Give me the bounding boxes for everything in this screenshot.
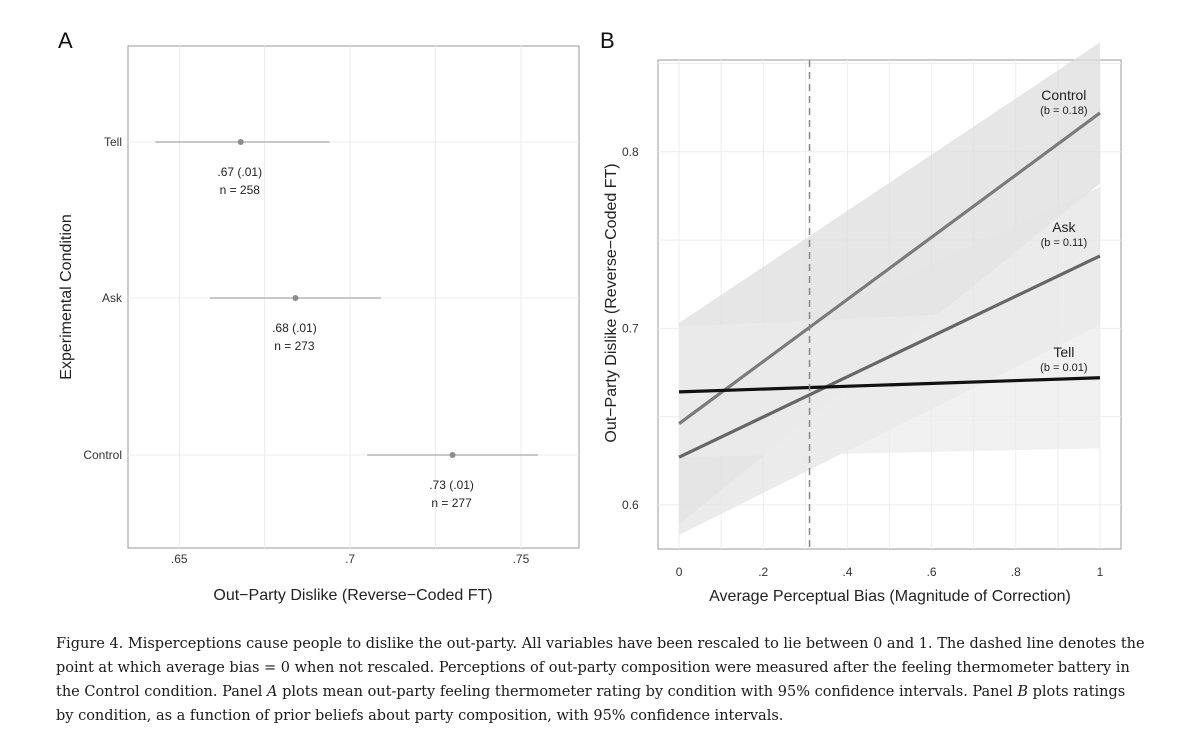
- panel-b-series-label: Tell: [1053, 344, 1074, 360]
- panel-a-x-tick-label: .65: [171, 552, 188, 566]
- panel-b-y-tick-label: 0.6: [622, 498, 639, 512]
- panel-a-y-tick-label: Tell: [104, 135, 122, 149]
- panel-b-x-tick-label: .2: [758, 565, 768, 579]
- panel-a-data-label: .67 (.01): [217, 165, 262, 179]
- panel-a-marks: .67 (.01) n = 258 .68 (.01) n = 273 .73 (.01…: [155, 139, 538, 510]
- panel-a-x-axis-title: Out−Party Dislike (Reverse−Coded FT): [213, 587, 492, 604]
- panel-b-y-axis-title: Out−Party Dislike (Reverse−Coded FT): [603, 163, 620, 442]
- panel-a-y-tick-label: Ask: [102, 291, 123, 305]
- panel-a-y-tick-label: Control: [83, 448, 122, 462]
- panel-a-y-axis-title: Experimental Condition: [58, 214, 75, 379]
- caption-middle: plots mean out-party feeling thermometer…: [277, 684, 1018, 700]
- panel-a-n-label: n = 273: [274, 339, 315, 353]
- panel-b-series-lines: [678, 111, 1101, 459]
- panel-b-series-label: Ask: [1052, 219, 1076, 235]
- panel-b-series-labels: Control (b = 0.18) Ask (b = 0.11) Tell (b = 0…: [1040, 87, 1087, 374]
- caption-panel-b: B: [1017, 684, 1028, 700]
- panel-a-mean-point: [449, 452, 456, 458]
- panel-a-letter: A: [58, 28, 73, 53]
- panel-a-data-label: .68 (.01): [272, 321, 317, 335]
- panel-b-x-tick-label: .8: [1011, 565, 1021, 579]
- panel-b-x-tick-label: 0: [676, 565, 683, 579]
- panel-a-n-label: n = 258: [220, 183, 261, 197]
- panel-b-coef-label: (b = 0.01): [1040, 362, 1087, 374]
- caption-prefix: Figure 4. Misperceptions cause people to…: [56, 636, 1145, 700]
- caption-suffix: plots ratings by condition, as a functio…: [56, 684, 1126, 724]
- panel-b-series-line: [678, 111, 1101, 425]
- panel-b-letter: B: [600, 28, 615, 53]
- panel-b-series-line: [678, 254, 1101, 459]
- panel-b-y-ticks: 0.6 0.7 0.8: [622, 145, 639, 512]
- panel-a-n-label: n = 277: [431, 496, 472, 510]
- panel-b-x-tick-label: .6: [927, 565, 937, 579]
- panel-a-mean-point: [292, 295, 299, 301]
- panel-a-x-tick-label: .7: [345, 552, 355, 566]
- panel-b-x-ticks: 0 .2 .4 .6 .8 1: [676, 565, 1104, 579]
- panel-a-data-label: .73 (.01): [429, 478, 474, 492]
- panel-b-x-tick-label: 1: [1097, 565, 1104, 579]
- caption-panel-a: A: [267, 684, 278, 700]
- panel-a-x-ticks: .65 .7 .75: [171, 552, 530, 566]
- panel-b-y-tick-label: 0.7: [622, 321, 639, 335]
- panel-b-y-tick-label: 0.8: [622, 145, 639, 159]
- panel-b-series-line: [678, 376, 1101, 394]
- panel-a-x-tick-label: .75: [513, 552, 530, 566]
- panel-a-y-ticks: Tell Ask Control: [83, 135, 123, 462]
- panel-b-ci-band: [679, 307, 1100, 458]
- panel-b-series-label: Control: [1041, 87, 1086, 103]
- panel-a-mean-point: [237, 139, 244, 145]
- panel-b-coef-label: (b = 0.18): [1040, 105, 1087, 117]
- panel-a-frame: [127, 45, 580, 549]
- figure-caption: Figure 4. Misperceptions cause people to…: [56, 632, 1146, 728]
- panel-b-x-axis-title: Average Perceptual Bias (Magnitude of Co…: [709, 588, 1071, 605]
- figure: A .67 (.01) n = 258 .68 (.01) n = 273 .73 (.…: [58, 28, 1122, 605]
- panel-b-coef-label: (b = 0.11): [1041, 237, 1088, 249]
- panel-b-confidence-bands: [679, 42, 1100, 535]
- panel-b-x-tick-label: .4: [842, 565, 852, 579]
